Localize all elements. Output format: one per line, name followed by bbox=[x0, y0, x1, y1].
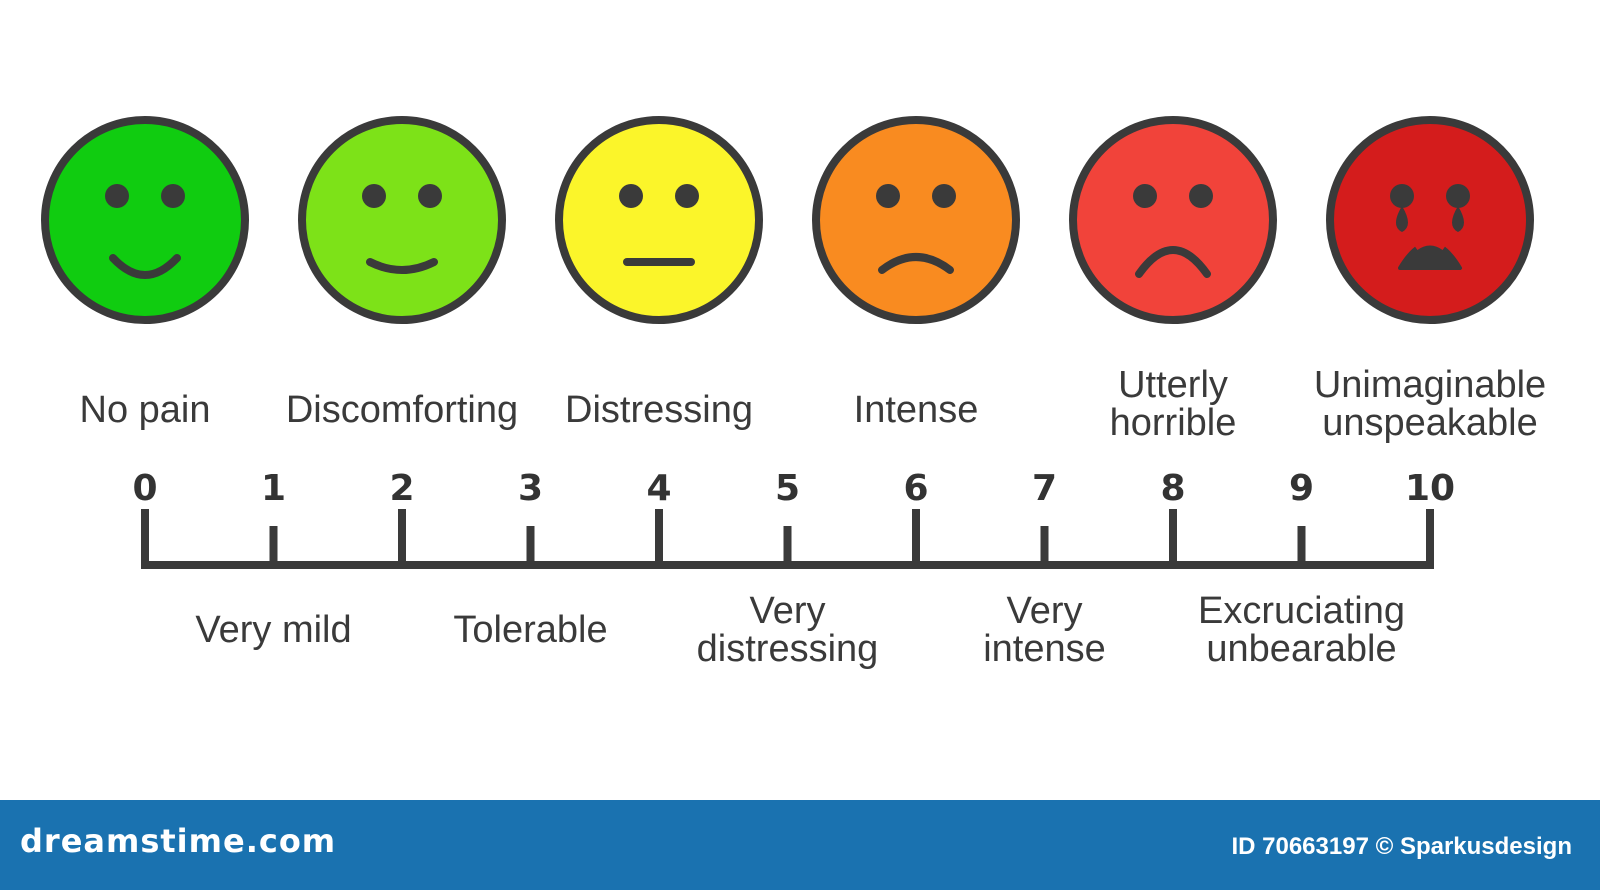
odd-value-label-line: Very bbox=[1006, 590, 1082, 632]
face-label: Utterly horrible bbox=[1110, 364, 1237, 444]
face-eye-right bbox=[1446, 184, 1470, 208]
face-eye-left bbox=[105, 184, 129, 208]
scale-ruler bbox=[141, 509, 1434, 569]
tick-number: 5 bbox=[775, 468, 800, 509]
tick-number: 0 bbox=[132, 468, 157, 509]
face-label-line: Intense bbox=[854, 389, 979, 431]
tick-number: 10 bbox=[1405, 468, 1455, 509]
face-mouth bbox=[366, 258, 438, 274]
face-neutral-icon bbox=[555, 116, 763, 324]
face-label-line: unspeakable bbox=[1322, 402, 1538, 444]
face-eye-right bbox=[675, 184, 699, 208]
face-mouth bbox=[1135, 246, 1211, 278]
face-label: No pain bbox=[80, 389, 211, 431]
face-smile-big-icon bbox=[41, 116, 249, 324]
face-crying-icon bbox=[1326, 116, 1534, 324]
face-eye-left bbox=[1390, 184, 1414, 208]
odd-value-label: Excruciating unbearable bbox=[1198, 590, 1405, 670]
footer-brand-logo: dreamstime.com bbox=[20, 822, 337, 860]
faces-row bbox=[41, 116, 1534, 324]
face-label: Unimaginable unspeakable bbox=[1314, 364, 1546, 444]
odd-value-label-line: Excruciating bbox=[1198, 590, 1405, 632]
face-label-line: Distressing bbox=[565, 389, 753, 431]
face-smile-small-icon bbox=[298, 116, 506, 324]
odd-value-label-line: Very mild bbox=[195, 609, 351, 651]
face-label-line: Discomforting bbox=[286, 389, 518, 431]
face-eye-left bbox=[619, 184, 643, 208]
face-eye-left bbox=[362, 184, 386, 208]
face-circle bbox=[555, 116, 763, 324]
face-label: Distressing bbox=[565, 389, 753, 431]
odd-value-label-line: distressing bbox=[697, 628, 879, 670]
face-circle bbox=[298, 116, 506, 324]
tear-left-icon bbox=[1396, 206, 1408, 232]
tick-number: 9 bbox=[1289, 468, 1314, 509]
odd-value-label: Tolerable bbox=[453, 609, 607, 651]
odd-value-label-line: Tolerable bbox=[453, 609, 607, 651]
face-label: Discomforting bbox=[286, 389, 518, 431]
odd-value-label: Very mild bbox=[195, 609, 351, 651]
tick-number: 7 bbox=[1032, 468, 1057, 509]
odd-value-label: Very distressing bbox=[697, 590, 879, 670]
face-eye-left bbox=[876, 184, 900, 208]
face-label-line: horrible bbox=[1110, 402, 1237, 444]
face-eye-right bbox=[418, 184, 442, 208]
pain-scale-diagram: No pain Discomforting Distressing Intense Ut… bbox=[41, 116, 1547, 670]
footer-bar: dreamstime.com ID 70663197 © Sparkusdesi… bbox=[0, 800, 1600, 890]
face-eye-left bbox=[1133, 184, 1157, 208]
face-circle bbox=[1069, 116, 1277, 324]
tick-number: 8 bbox=[1160, 468, 1185, 509]
odd-value-label-line: unbearable bbox=[1206, 628, 1396, 670]
face-frown-small-icon bbox=[812, 116, 1020, 324]
face-circle bbox=[1326, 116, 1534, 324]
face-label-line: No pain bbox=[80, 389, 211, 431]
face-mouth bbox=[878, 253, 954, 274]
footer-credit: ID 70663197 © Sparkusdesign bbox=[1231, 833, 1572, 860]
face-eye-right bbox=[161, 184, 185, 208]
face-frown-big-icon bbox=[1069, 116, 1277, 324]
tick-number: 4 bbox=[646, 468, 671, 509]
face-eye-right bbox=[932, 184, 956, 208]
face-circle bbox=[812, 116, 1020, 324]
odd-value-label: Very intense bbox=[983, 590, 1106, 670]
tick-numbers: 0 1 2 3 4 5 6 7 8 9 10 bbox=[132, 468, 1455, 509]
face-mouth bbox=[109, 254, 181, 279]
odd-value-label-line: Very bbox=[749, 590, 825, 632]
face-label: Intense bbox=[854, 389, 979, 431]
face-labels: No pain Discomforting Distressing Intense Ut… bbox=[80, 364, 1547, 444]
tick-number: 3 bbox=[518, 468, 543, 509]
tear-right-icon bbox=[1452, 206, 1464, 232]
odd-value-label-line: intense bbox=[983, 628, 1106, 670]
face-label-line: Unimaginable bbox=[1314, 364, 1546, 406]
tick-number: 6 bbox=[903, 468, 928, 509]
face-circle bbox=[41, 116, 249, 324]
tick-number: 2 bbox=[389, 468, 414, 509]
tick-number: 1 bbox=[261, 468, 286, 509]
face-label-line: Utterly bbox=[1118, 364, 1228, 406]
face-teeth bbox=[1414, 240, 1446, 251]
face-eye-right bbox=[1189, 184, 1213, 208]
